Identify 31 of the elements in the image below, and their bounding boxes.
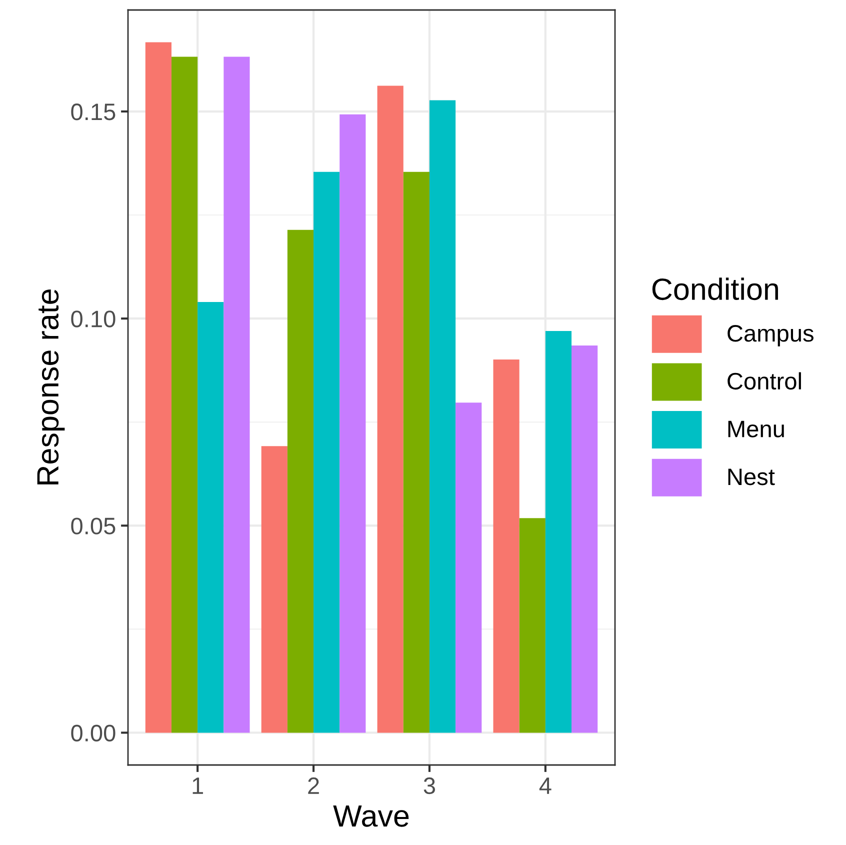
y-tick-label: 0.10 (71, 310, 116, 328)
bar (171, 56, 198, 733)
x-tick-label: 3 (424, 777, 436, 794)
bar (403, 172, 430, 733)
bar (572, 345, 598, 733)
y-tick-label: 0.05 (71, 518, 116, 534)
bar (456, 402, 482, 733)
legend-label: Campus (728, 325, 814, 346)
bar (198, 302, 224, 733)
x-axis-title: Wave (333, 805, 409, 827)
bar (519, 518, 546, 733)
y-tick-label: 0.00 (71, 724, 116, 742)
bar (224, 56, 250, 733)
x-tick-label: 4 (539, 778, 552, 794)
y-tick-label: 0.15 (71, 104, 116, 120)
legend-title: Condition (652, 278, 778, 300)
legend-label: Control (728, 372, 801, 390)
bar (545, 330, 572, 733)
bar (340, 114, 366, 733)
x-tick-label: 2 (308, 777, 319, 794)
x-tick-label: 1 (192, 778, 203, 794)
legend-label: Menu (728, 420, 784, 438)
y-axis-title: Response rate (37, 289, 65, 484)
bar (145, 42, 172, 733)
legend-label: Nest (728, 468, 775, 486)
bar (493, 360, 520, 733)
bar (429, 100, 456, 733)
bar (314, 172, 340, 733)
bar (287, 230, 314, 733)
bar (261, 446, 288, 733)
bar (377, 86, 404, 733)
